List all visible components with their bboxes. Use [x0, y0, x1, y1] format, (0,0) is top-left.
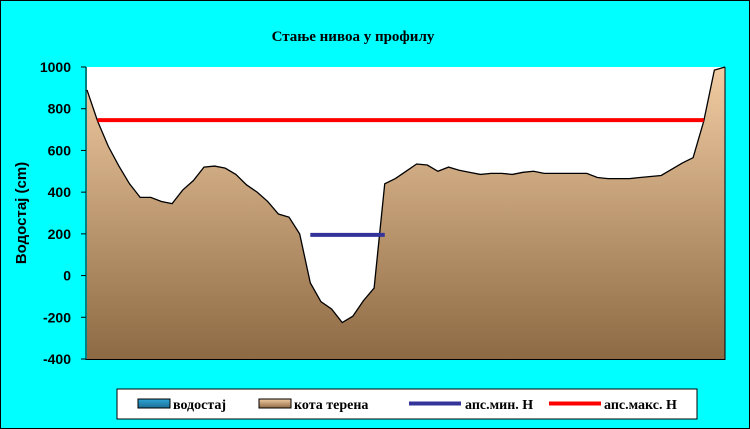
legend-label-max-level: апс.макс. H [604, 398, 677, 413]
y-tick-label: -400 [43, 351, 71, 367]
y-tick-label: 400 [48, 184, 72, 200]
y-axis-ticks: -400 -200 0 200 400 600 800 1000 [40, 59, 86, 367]
y-tick-label: 0 [63, 268, 71, 284]
legend-label-terrain: кота терена [294, 398, 368, 413]
series-layer [86, 66, 726, 359]
terrain-area [87, 67, 725, 359]
legend-label-min-level: апс.мин. H [465, 398, 533, 413]
y-tick-label: 1000 [40, 59, 71, 75]
y-axis-title: Водостај (cm) [13, 162, 30, 264]
y-tick-label: 800 [48, 101, 72, 117]
y-tick-label: 200 [48, 226, 72, 242]
legend-label-water-level: водостај [173, 398, 226, 413]
y-tick-label: -200 [43, 309, 71, 325]
legend: водостај кота терена апс.мин. H апс.макс… [116, 388, 698, 420]
y-tick-label: 600 [48, 142, 72, 158]
chart-title: Стање нивоа у профилу [272, 29, 435, 45]
terrain-profile-line [86, 66, 726, 324]
legend-swatch-water-level [137, 398, 171, 409]
legend-swatch-terrain [258, 398, 292, 409]
